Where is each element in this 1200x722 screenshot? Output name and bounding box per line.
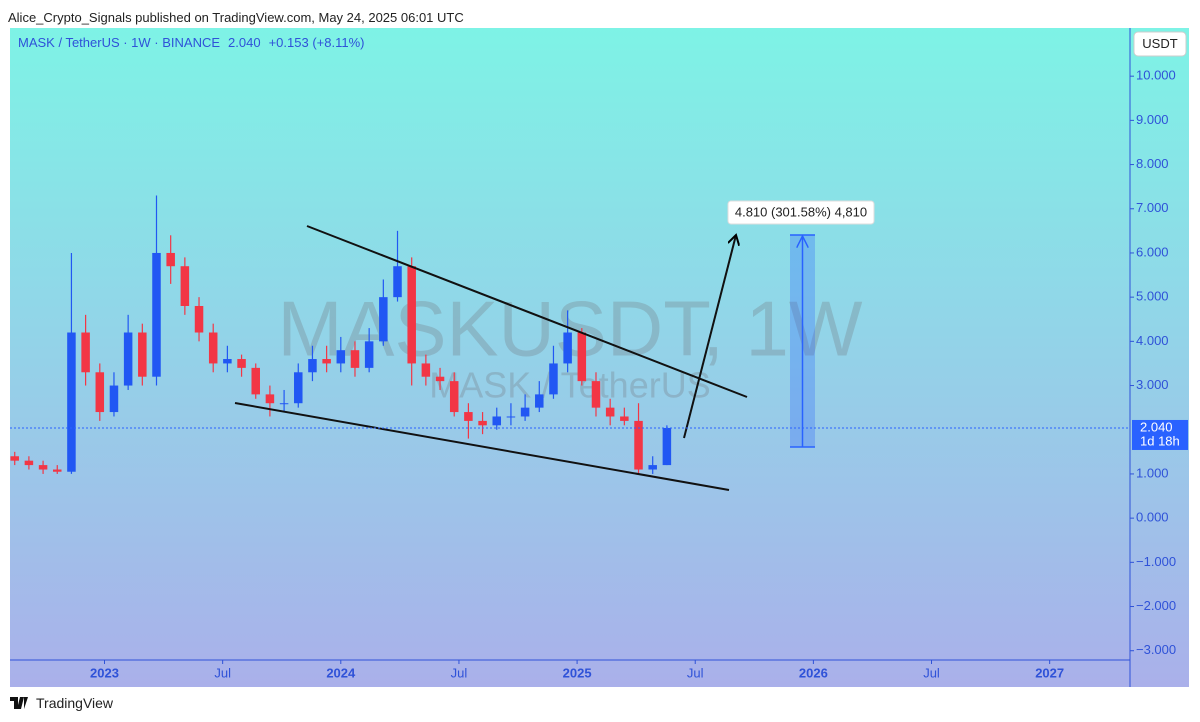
candle-body bbox=[152, 252, 161, 377]
candle-body bbox=[294, 372, 303, 404]
x-tick-label: 2027 bbox=[1035, 665, 1064, 680]
y-tick-label: 4.000 bbox=[1136, 333, 1169, 348]
candle-body bbox=[166, 252, 175, 267]
y-tick-label: 5.000 bbox=[1136, 289, 1169, 304]
candle-body bbox=[577, 332, 587, 382]
symbol-title: MASK / TetherUS · 1W · BINANCE bbox=[18, 35, 220, 50]
candle-body bbox=[67, 332, 76, 472]
x-tick-label: 2026 bbox=[799, 665, 828, 680]
last-price-label: 2.040 bbox=[1140, 419, 1173, 434]
legend-price: 2.040 bbox=[228, 35, 261, 50]
candle-body bbox=[350, 350, 360, 368]
candle-body bbox=[605, 407, 615, 417]
candle-body bbox=[591, 381, 601, 408]
candle-body bbox=[648, 465, 657, 470]
candle-body bbox=[208, 332, 218, 364]
candle-body bbox=[620, 416, 629, 421]
footer-brand: TradingView bbox=[36, 695, 114, 711]
chart-background bbox=[10, 28, 1189, 687]
candle-body bbox=[180, 266, 190, 306]
candle-body bbox=[336, 350, 346, 364]
x-tick-label: 2023 bbox=[90, 665, 119, 680]
candle-body bbox=[279, 403, 289, 405]
candle-body bbox=[53, 469, 62, 472]
x-tick-label: 2025 bbox=[563, 665, 592, 680]
candle-body bbox=[478, 420, 487, 426]
y-tick-label: 3.000 bbox=[1136, 377, 1169, 392]
candle-body bbox=[634, 420, 643, 470]
logo bbox=[10, 697, 28, 709]
candle-body bbox=[38, 465, 48, 470]
candle-body bbox=[435, 376, 445, 382]
y-tick-label: 7.000 bbox=[1136, 200, 1169, 215]
candle-body bbox=[364, 341, 374, 368]
measure-label: 4.810 (301.58%) 4,810 bbox=[735, 204, 867, 219]
measure-label-box bbox=[727, 200, 875, 225]
last-price-box bbox=[1132, 419, 1188, 450]
candle-body bbox=[95, 372, 105, 413]
legend-change: +0.153 (+8.11%) bbox=[269, 35, 365, 50]
x-tick-label: Jul bbox=[451, 665, 468, 680]
candle-body bbox=[492, 416, 502, 426]
y-tick-label: 1.000 bbox=[1136, 465, 1169, 480]
candle-body bbox=[123, 332, 133, 386]
projection-arrow bbox=[683, 235, 736, 439]
candle-body bbox=[109, 385, 119, 413]
candle-body bbox=[520, 407, 530, 417]
x-tick-label: Jul bbox=[214, 665, 231, 680]
trendline-lower bbox=[234, 402, 730, 491]
countdown-label: 1d 18h bbox=[1140, 433, 1180, 448]
candle-body bbox=[549, 363, 558, 395]
candle-body bbox=[535, 394, 544, 408]
y-tick-label: −3.000 bbox=[1136, 642, 1176, 657]
plot bbox=[10, 195, 672, 474]
candle-body bbox=[194, 305, 204, 333]
legend: MASK / TetherUS · 1W · BINANCE 2.040 +0.15… bbox=[18, 35, 364, 50]
footer: TradingView bbox=[10, 695, 113, 711]
y-tick-label: 0.000 bbox=[1136, 510, 1169, 525]
currency-label[interactable]: USDT bbox=[1142, 36, 1177, 51]
x-tick-label: 2024 bbox=[326, 665, 356, 680]
candle-body bbox=[237, 359, 246, 368]
y-tick-label: 8.000 bbox=[1136, 156, 1169, 171]
watermark-sub: MASK / TetherUS bbox=[429, 365, 710, 406]
candle-body bbox=[81, 332, 90, 373]
candle-body bbox=[322, 359, 331, 364]
candle-body bbox=[506, 416, 516, 418]
candle-body bbox=[223, 359, 232, 364]
y-tick-label: 9.000 bbox=[1136, 112, 1169, 127]
candle-body bbox=[138, 332, 147, 377]
candle-body bbox=[10, 456, 19, 461]
candle-body bbox=[407, 266, 416, 364]
publish-header: Alice_Crypto_Signals published on Tradin… bbox=[8, 10, 464, 25]
currency-button[interactable] bbox=[1133, 31, 1187, 57]
x-tick-label: Jul bbox=[687, 665, 704, 680]
y-tick-label: 10.000 bbox=[1136, 68, 1176, 83]
y-tick-label: 6.000 bbox=[1136, 244, 1169, 259]
candle-body bbox=[265, 394, 275, 404]
candle-body bbox=[662, 427, 672, 466]
candle-body bbox=[421, 363, 431, 377]
candle-body bbox=[464, 412, 473, 421]
candle-body bbox=[379, 297, 388, 342]
candle-body bbox=[449, 381, 459, 413]
candle-body bbox=[24, 460, 34, 466]
candle-body bbox=[251, 367, 260, 395]
x-tick-label: Jul bbox=[923, 665, 940, 680]
y-tick-label: −1.000 bbox=[1136, 554, 1176, 569]
candle-body bbox=[563, 332, 572, 364]
y-tick-label: −2.000 bbox=[1136, 598, 1176, 613]
candle-body bbox=[308, 359, 317, 373]
candle-body bbox=[393, 266, 402, 298]
trendline-upper bbox=[306, 225, 748, 398]
